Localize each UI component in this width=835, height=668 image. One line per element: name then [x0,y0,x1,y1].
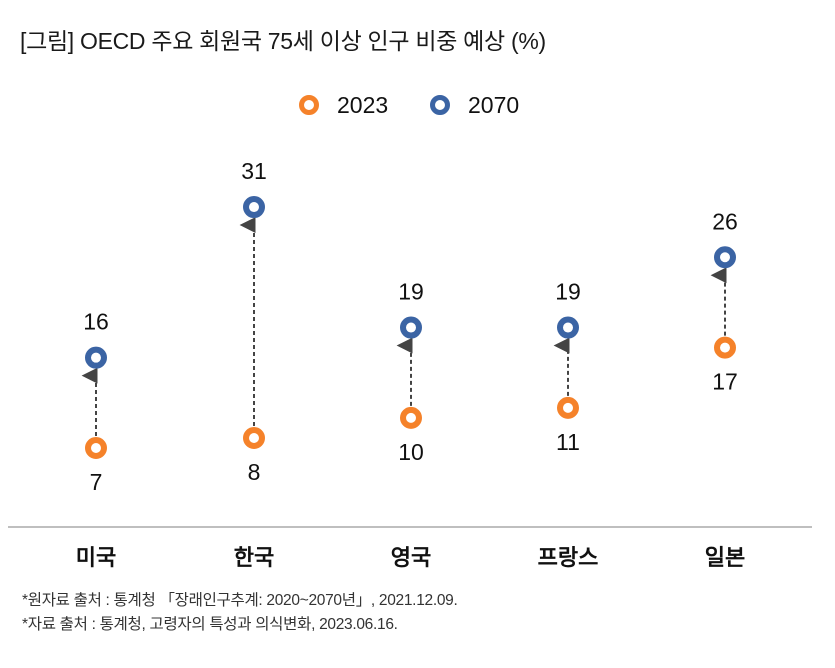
data-label-2023: 7 [90,469,103,495]
point-2023 [243,426,265,449]
chart-title: [그림] OECD 주요 회원국 75세 이상 인구 비중 예상 (%) [20,28,546,54]
point-2070 [714,246,736,269]
chart: 2023 2070 7 16 8 31 10 19 11 19 17 26 미국 한국 영국 프랑스 일본 [8,92,812,570]
data-label-2070: 31 [241,158,267,184]
legend-marker-2023 [299,95,319,115]
point-2070 [85,346,107,369]
point-2023 [85,437,107,460]
x-tick-label: 한국 [234,545,274,570]
data-label-2023: 8 [248,459,261,485]
source-note-2: *자료 출처 : 통계청, 고령자의 특성과 의식변화, 2023.06.16. [22,616,398,633]
point-2070 [557,316,579,339]
data-label-2070: 19 [555,279,581,305]
point-2023 [714,336,736,359]
x-tick-label: 영국 [391,545,431,570]
point-2070 [243,196,265,219]
data-label-2023: 10 [398,439,424,465]
legend-marker-2070 [430,95,450,115]
plot-area: 7 16 8 31 10 19 11 19 17 26 [81,158,738,495]
x-tick-label: 프랑스 [538,545,599,570]
point-2070 [400,316,422,339]
legend-label-2023: 2023 [337,92,388,118]
point-2023 [557,396,579,419]
data-label-2070: 26 [712,208,738,234]
data-label-2070: 19 [398,279,424,305]
point-2023 [400,406,422,429]
x-tick-label: 일본 [705,545,745,570]
data-label-2070: 16 [83,309,109,335]
legend: 2023 2070 [299,92,519,118]
x-axis-labels: 미국 한국 영국 프랑스 일본 [76,545,745,570]
source-note-1: *원자료 출처 : 통계청 「장래인구추계: 2020~2070년」, 2021… [22,592,458,609]
legend-label-2070: 2070 [468,92,519,118]
data-label-2023: 11 [556,429,580,455]
x-tick-label: 미국 [76,545,116,570]
data-label-2023: 17 [712,369,738,395]
